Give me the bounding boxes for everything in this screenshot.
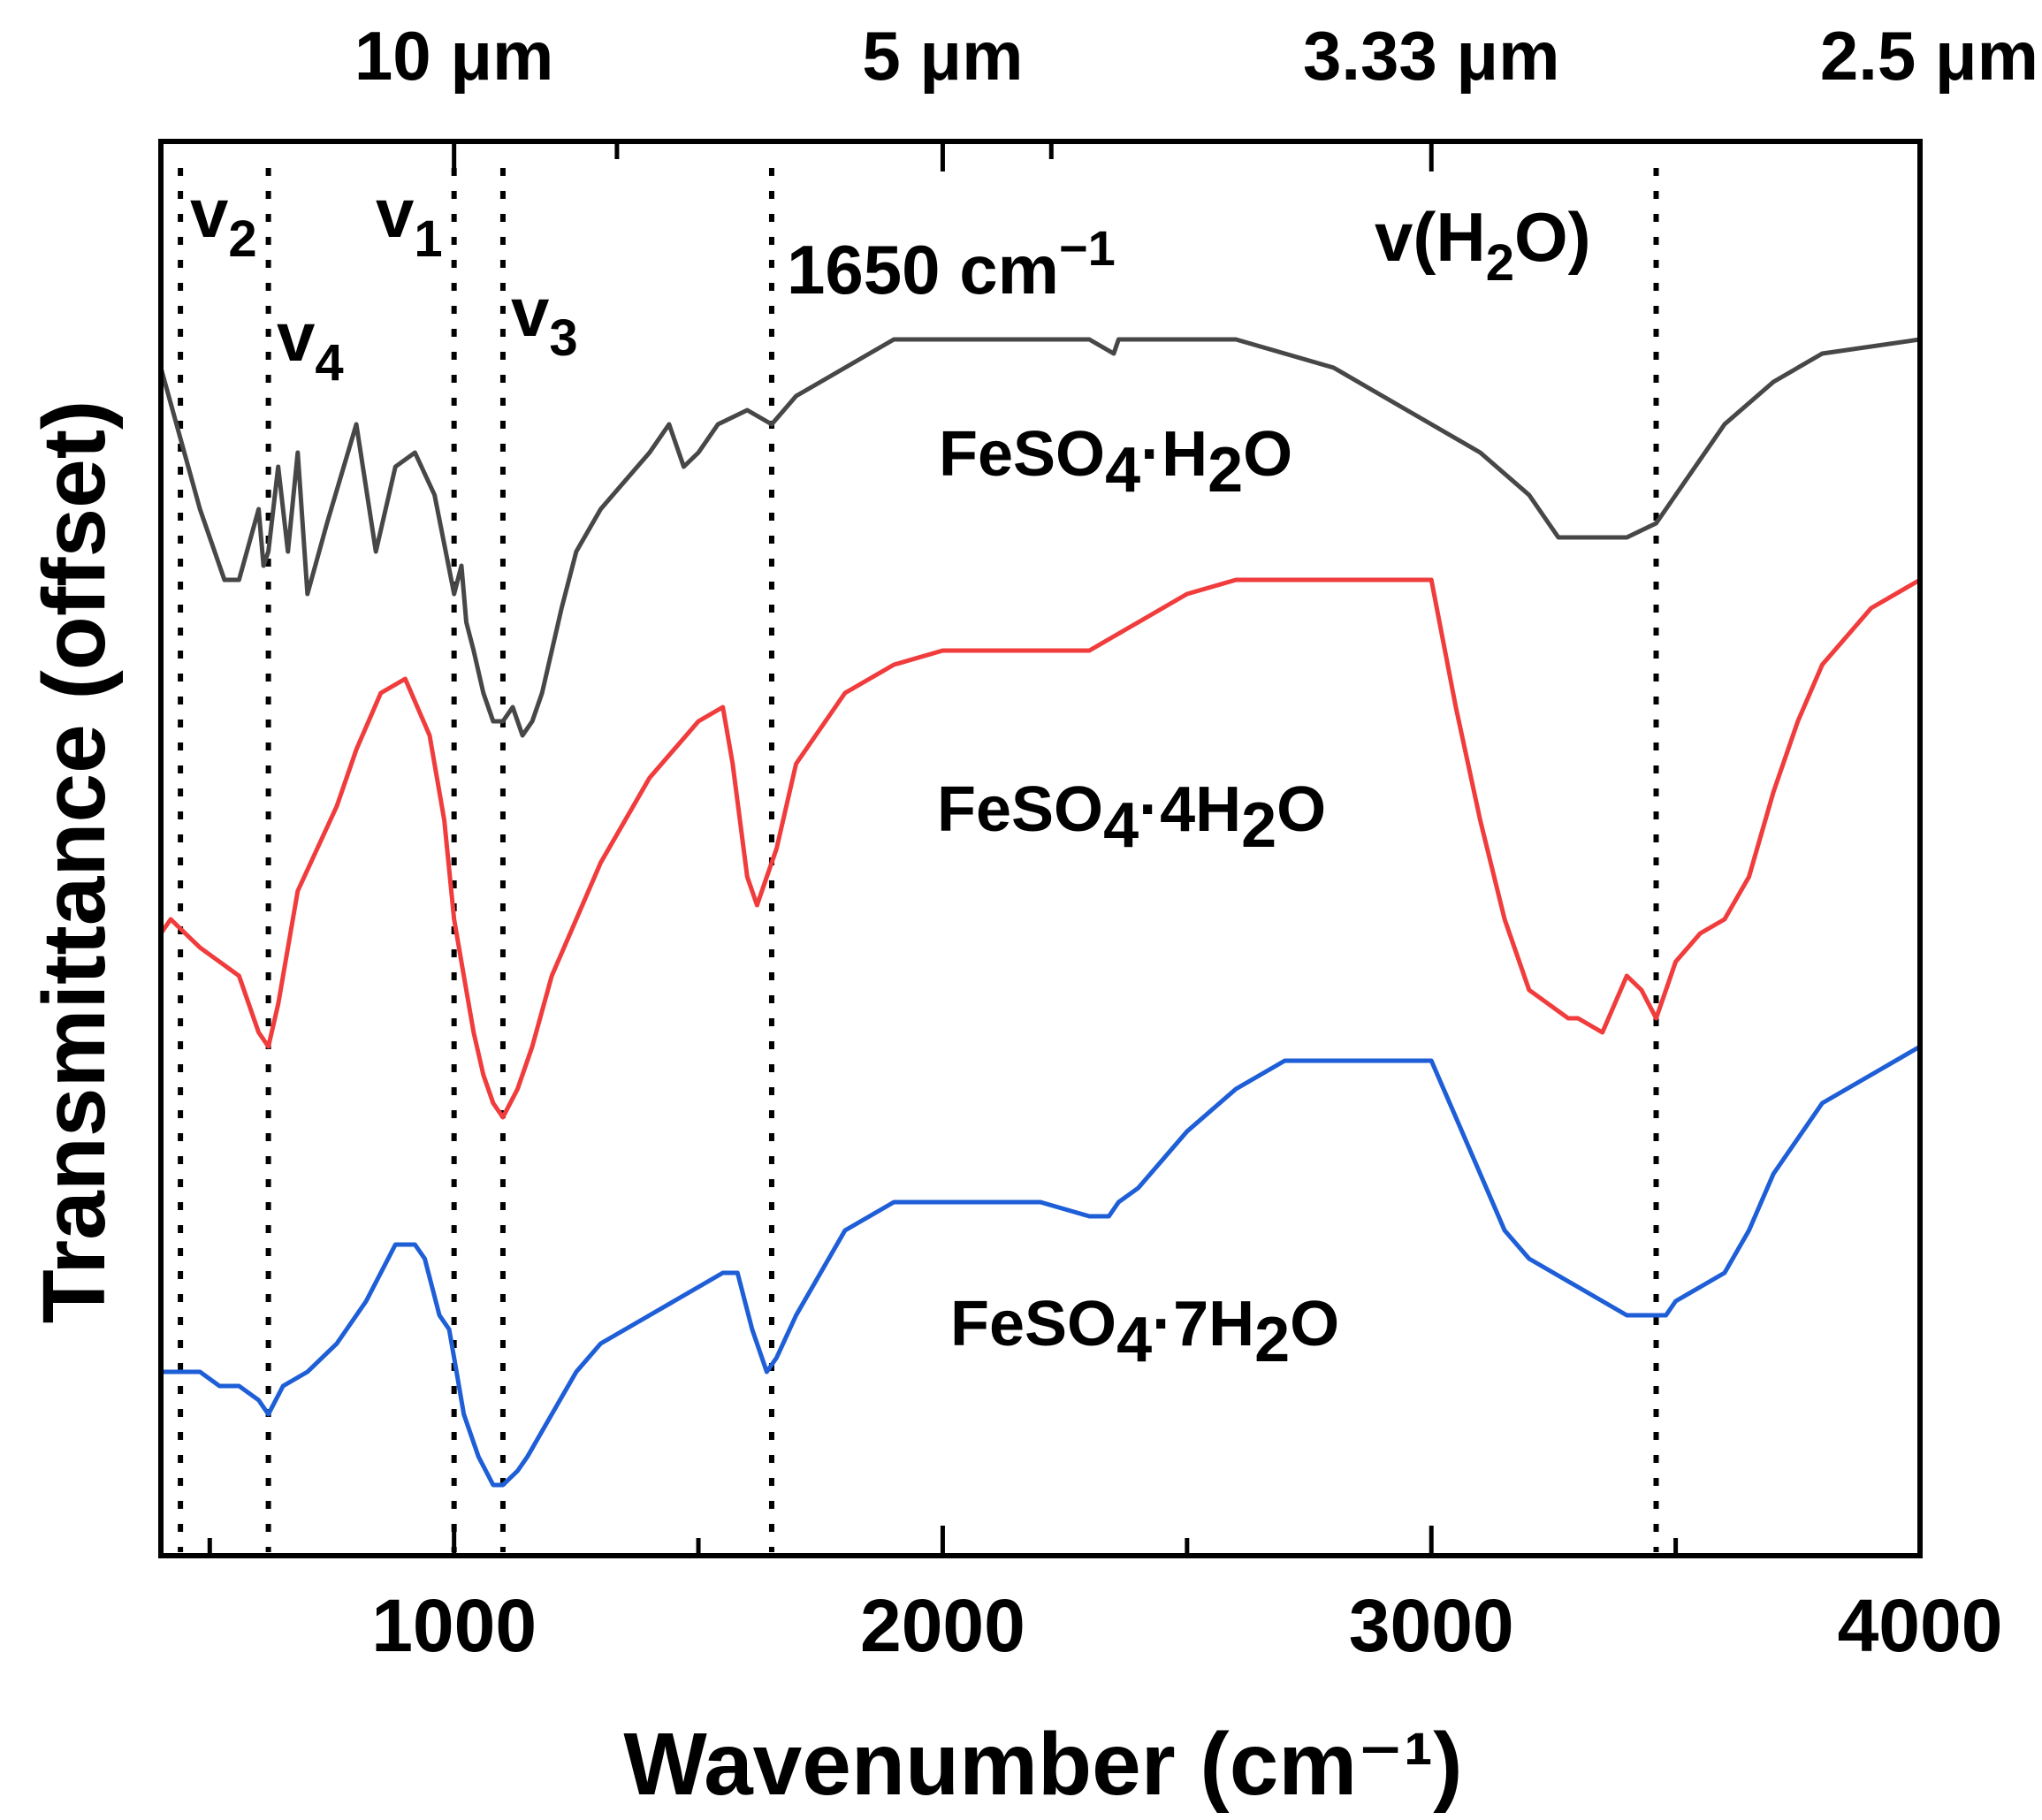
x-tick-label: 4000 bbox=[1838, 1584, 2003, 1667]
series-label: FeSO4·7H2O bbox=[950, 1289, 1339, 1375]
series-labels: FeSO4·H2O FeSO4·4H2O FeSO4·7H2O bbox=[937, 419, 1339, 1375]
series-lines bbox=[158, 337, 1923, 1488]
series-label: FeSO4·H2O bbox=[939, 419, 1292, 506]
top-x-axis: 10 μm 5 μm 3.33 μm 2.5 μm bbox=[354, 17, 2038, 171]
top-tick-label: 10 μm bbox=[354, 17, 554, 95]
peak-label: v3 bbox=[511, 273, 578, 367]
bottom-x-axis: 1000 2000 3000 4000 bbox=[207, 1526, 2003, 1667]
x-tick-label: 2000 bbox=[860, 1584, 1025, 1667]
series-line bbox=[158, 337, 1923, 738]
x-axis-title: Wavenumber (cm⁻¹) bbox=[623, 1715, 1462, 1814]
peak-label: v1 bbox=[376, 174, 443, 268]
top-tick-label: 2.5 μm bbox=[1820, 17, 2038, 95]
series-label: FeSO4·4H2O bbox=[937, 774, 1326, 861]
top-tick-label: 3.33 μm bbox=[1303, 17, 1560, 95]
series-line bbox=[158, 577, 1923, 1120]
peak-label: v2 bbox=[190, 174, 257, 268]
peak-label: v(H2O) bbox=[1375, 198, 1591, 292]
reference-lines bbox=[178, 168, 1659, 1552]
peak-label: v4 bbox=[277, 298, 344, 392]
x-tick-label: 1000 bbox=[371, 1584, 537, 1667]
plot-frame bbox=[158, 139, 1923, 1558]
peak-label: 1650 cm−1 bbox=[787, 220, 1116, 308]
series-line bbox=[158, 1044, 1923, 1488]
y-axis-title: Transmittance (offset) bbox=[25, 400, 124, 1324]
top-tick-label: 5 μm bbox=[862, 17, 1023, 95]
x-tick-label: 3000 bbox=[1349, 1584, 1514, 1667]
